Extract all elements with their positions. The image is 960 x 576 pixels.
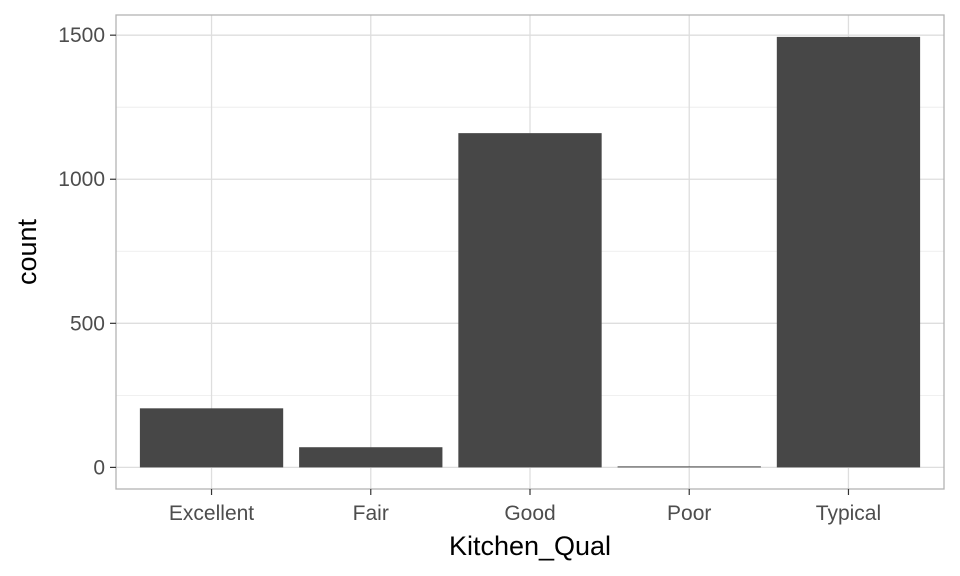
bar-typical [776,36,921,468]
bar-poor [617,466,761,468]
bar-fair [299,447,443,468]
y-tick-label: 1000 [58,168,105,191]
y-tick-label: 500 [70,312,105,335]
x-tick-label: Fair [353,502,389,525]
tick-marks [110,34,850,495]
bar-good [458,133,602,468]
y-tick-label: 1500 [58,24,105,47]
x-tick-label: Poor [667,502,711,525]
x-tick-label: Excellent [169,502,254,525]
y-axis-title: count [12,218,42,285]
x-axis-tick-labels: Excellent Fair Good Poor Typical [169,502,881,525]
bar-excellent [139,408,284,468]
x-axis-title: Kitchen_Qual [449,531,611,561]
x-tick-label: Typical [816,502,881,525]
bars [139,36,921,468]
x-tick-label: Good [504,502,555,525]
y-axis-tick-labels: 0 500 1000 1500 [58,24,105,479]
y-tick-label: 0 [93,456,105,479]
